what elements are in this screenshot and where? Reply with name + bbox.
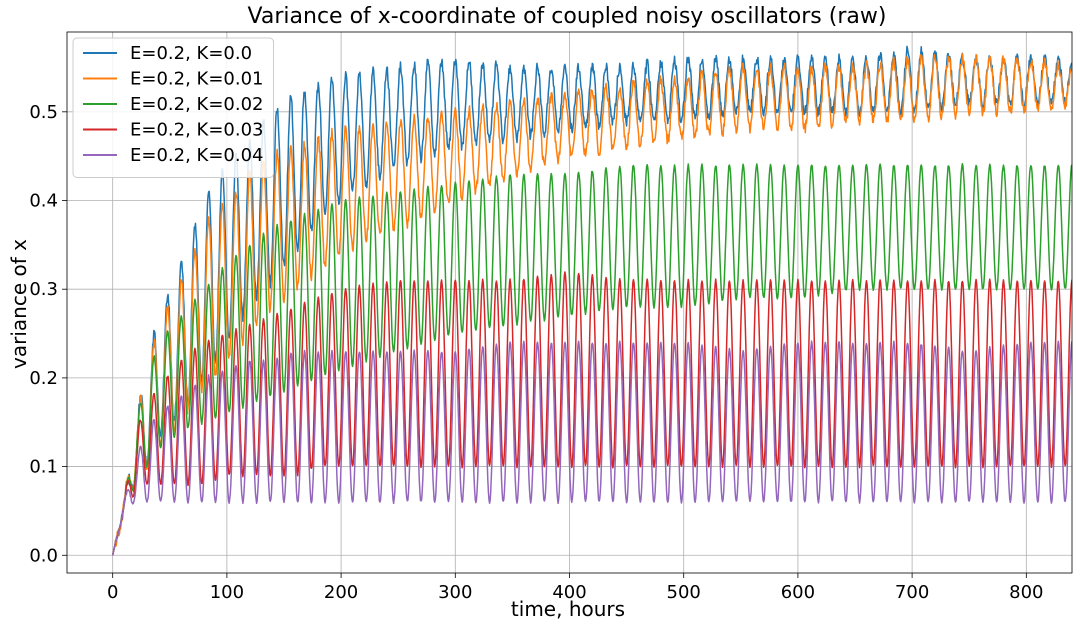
axes: 0 100 200 300 400 500 600 700 800 0.0 0.1 0.2 0.3 0.4… bbox=[29, 31, 1073, 603]
y-tick-label: 0.5 bbox=[29, 102, 58, 123]
y-tick-label: 0.4 bbox=[29, 191, 58, 212]
plot-frame bbox=[66, 31, 1073, 574]
x-tick-label: 600 bbox=[781, 582, 815, 603]
series-group bbox=[111, 45, 1072, 556]
y-tick-label: 0.2 bbox=[29, 368, 58, 389]
legend: E=0.2, K=0.0 E=0.2, K=0.01 E=0.2, K=0.02 E=… bbox=[72, 37, 274, 178]
series-line-3 bbox=[111, 162, 1072, 556]
y-tick-label: 0.1 bbox=[29, 457, 58, 478]
series-line-4 bbox=[111, 271, 1072, 556]
legend-entry-label: E=0.2, K=0.02 bbox=[130, 94, 264, 115]
series-line-5 bbox=[111, 340, 1072, 556]
legend-entry-label: E=0.2, K=0.04 bbox=[130, 145, 264, 166]
y-tick-label: 0.0 bbox=[29, 545, 58, 566]
legend-box bbox=[72, 37, 274, 178]
y-axis-label: variance of x bbox=[7, 239, 31, 369]
x-tick-label: 0 bbox=[107, 582, 118, 603]
x-tick-label: 700 bbox=[895, 582, 929, 603]
x-axis-label: time, hours bbox=[511, 597, 625, 621]
legend-entry-label: E=0.2, K=0.03 bbox=[130, 120, 264, 141]
legend-entry-label: E=0.2, K=0.0 bbox=[130, 43, 252, 64]
x-tick-label: 400 bbox=[552, 582, 586, 603]
x-tick-label: 300 bbox=[438, 582, 472, 603]
legend-entry-label: E=0.2, K=0.01 bbox=[130, 69, 264, 90]
x-tick-label: 100 bbox=[210, 582, 244, 603]
series-line-2 bbox=[111, 53, 1072, 556]
x-tick-label: 800 bbox=[1009, 582, 1043, 603]
y-tick-label: 0.3 bbox=[29, 279, 58, 300]
chart-title: Variance of x-coordinate of coupled nois… bbox=[248, 4, 887, 29]
x-tick-label: 200 bbox=[324, 582, 358, 603]
x-tick-label: 500 bbox=[667, 582, 701, 603]
